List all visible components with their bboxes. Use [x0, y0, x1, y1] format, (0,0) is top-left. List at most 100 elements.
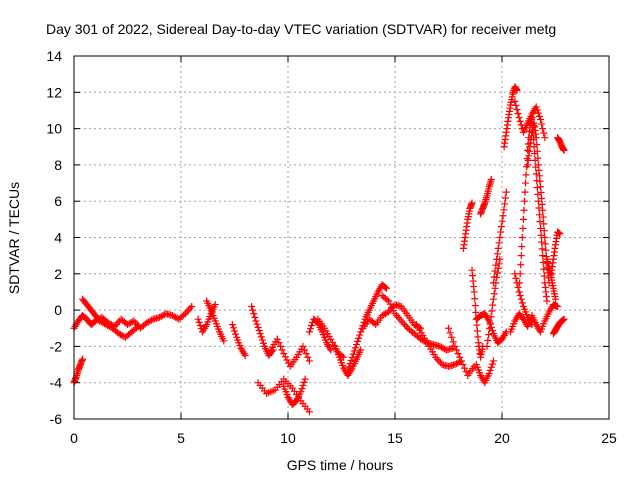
data-point — [275, 339, 283, 347]
x-tick-label: 5 — [177, 430, 185, 446]
data-point — [248, 302, 256, 310]
data-point — [494, 244, 502, 252]
data-point — [346, 360, 354, 368]
data-point — [391, 310, 399, 318]
data-point — [232, 330, 240, 338]
data-point — [188, 302, 196, 310]
data-point — [489, 295, 497, 303]
y-tick-label: 2 — [54, 266, 62, 282]
data-point — [302, 350, 310, 358]
y-tick-label: -6 — [50, 411, 63, 427]
data-point — [305, 357, 313, 365]
axis-ticks: 0 5 10 15 20 25 -6 -4 -2 0 2 4 6 8 10 12 14 — [46, 48, 617, 446]
data-point — [285, 359, 293, 367]
data-point — [305, 408, 313, 416]
data-point — [258, 336, 266, 344]
data-point — [350, 347, 358, 355]
data-point — [535, 211, 543, 219]
data-point — [383, 296, 391, 304]
data-point — [534, 109, 542, 117]
data-point — [521, 188, 529, 196]
data-point — [148, 316, 156, 324]
series-arc-10 — [267, 335, 313, 370]
data-point — [79, 355, 87, 363]
data-point — [473, 321, 481, 329]
data-point — [462, 368, 470, 376]
data-point — [554, 302, 562, 310]
data-point — [540, 220, 548, 228]
data-point — [471, 295, 479, 303]
data-point — [280, 350, 288, 358]
data-point — [134, 322, 142, 330]
data-point — [250, 310, 258, 318]
data-point — [533, 106, 541, 114]
data-point — [540, 227, 548, 235]
data-point — [354, 337, 362, 345]
data-point — [345, 363, 353, 371]
series-arc-4 — [203, 297, 228, 345]
data-point — [396, 315, 404, 323]
series-arc-24 — [483, 255, 504, 350]
data-point — [229, 324, 237, 332]
data-point — [399, 319, 407, 327]
data-point — [522, 171, 530, 179]
data-point — [500, 206, 508, 214]
x-tick-label: 0 — [70, 430, 78, 446]
series-arc-19 — [459, 199, 476, 252]
data-point — [515, 288, 523, 296]
data-point — [220, 337, 228, 345]
data-point — [357, 346, 365, 354]
data-point — [435, 357, 443, 365]
data-point — [514, 283, 522, 291]
series-arc-35 — [549, 315, 568, 338]
data-point — [535, 204, 543, 212]
series-arc-34 — [547, 228, 564, 278]
data-point — [513, 106, 521, 114]
data-point — [499, 212, 507, 220]
data-point — [184, 306, 192, 314]
data-point — [183, 308, 191, 316]
y-tick-label: 8 — [54, 157, 62, 173]
data-point — [537, 231, 545, 239]
data-point — [533, 147, 541, 155]
data-point — [299, 342, 307, 350]
data-point — [495, 239, 503, 247]
series-arc-7 — [248, 302, 277, 359]
data-point — [308, 322, 316, 330]
data-points — [70, 83, 568, 416]
data-point — [515, 114, 523, 122]
data-point — [195, 318, 203, 326]
data-point — [502, 188, 510, 196]
data-point — [493, 255, 501, 263]
series-arc-22 — [472, 310, 510, 347]
series-arc-3 — [79, 295, 142, 341]
data-point — [445, 324, 452, 332]
data-point — [487, 363, 495, 371]
data-point — [456, 353, 464, 361]
data-point — [513, 279, 521, 287]
data-point — [486, 319, 494, 327]
data-point — [300, 378, 308, 386]
data-point — [446, 329, 454, 337]
data-point — [511, 97, 519, 105]
data-point — [539, 213, 547, 221]
data-point — [382, 284, 390, 292]
data-point — [528, 114, 536, 122]
data-point — [473, 327, 481, 335]
data-point — [389, 307, 397, 315]
data-point — [301, 346, 309, 354]
data-point — [540, 265, 548, 273]
data-point — [511, 270, 519, 278]
series-arc-31 — [511, 270, 536, 329]
data-point — [501, 200, 509, 208]
data-point — [491, 267, 499, 275]
data-point — [249, 306, 257, 314]
data-point — [492, 261, 500, 269]
data-point — [493, 250, 501, 258]
data-point — [402, 322, 410, 330]
series-arc-25 — [489, 188, 510, 287]
data-point — [484, 337, 492, 345]
data-point — [516, 292, 524, 300]
data-point — [519, 224, 527, 232]
